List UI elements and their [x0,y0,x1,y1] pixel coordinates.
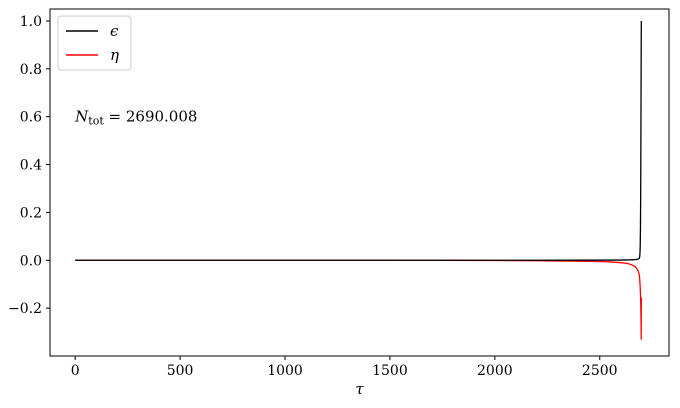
x-tick-label: 500 [167,363,194,379]
legend-label-epsilon: ϵ [110,22,119,40]
plot-frame [49,8,670,357]
y-tick-label: 0.0 [20,253,42,269]
series-line-epsilon [75,20,642,261]
x-tick-label: 0 [71,363,80,379]
y-tick-label: 0.8 [20,62,42,78]
x-axis-ticks: 0 500 1000 1500 2000 2500 [71,356,618,379]
x-tick-label: 2000 [477,363,513,379]
x-tick-label: 1500 [372,363,408,379]
annotation-symbol: N [74,108,89,126]
y-tick-label: 0.6 [20,110,42,126]
y-tick-label: −0.2 [8,301,42,317]
x-axis-label: τ [355,380,364,398]
annotation-text: Ntot = 2690.008 [74,108,197,128]
annotation-value: = 2690.008 [104,108,198,126]
y-axis-ticks: −0.2 0.0 0.2 0.4 0.6 0.8 1.0 [8,14,50,317]
legend: ϵ η [57,15,132,71]
series-layer [75,20,642,340]
y-tick-label: 1.0 [20,14,42,30]
y-tick-label: 0.4 [20,158,42,174]
y-tick-label: 0.2 [20,205,42,221]
plot-area [50,9,669,356]
x-tick-label: 1000 [267,363,303,379]
legend-box [57,15,132,71]
annotation-subscript: tot [88,115,104,128]
x-tick-label: 2500 [582,363,618,379]
legend-label-eta: η [110,46,119,64]
